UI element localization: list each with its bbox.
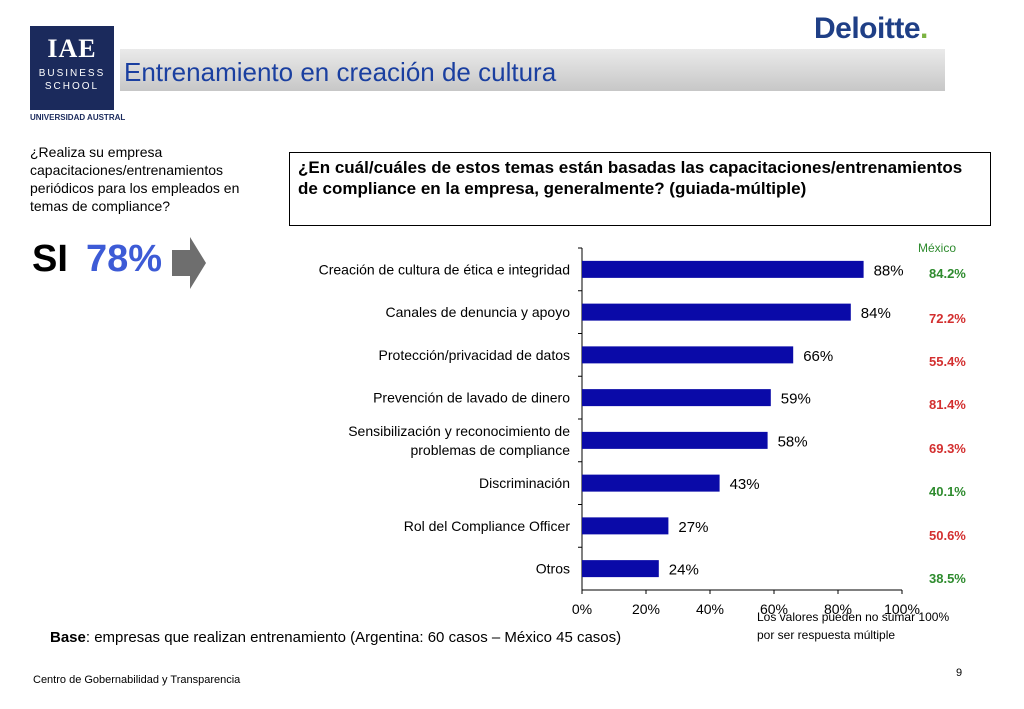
page-number: 9 — [956, 667, 963, 679]
data-label: 24% — [669, 562, 699, 579]
right-arrow-icon — [172, 237, 206, 289]
category-label: Prevención de lavado de dinero — [373, 390, 570, 406]
base-note: Base: empresas que realizan entrenamient… — [50, 629, 621, 646]
category-label-line: Creación de cultura de ética e integrida… — [319, 261, 570, 277]
answer-label: SI — [32, 238, 68, 280]
mexico-value: 69.3% — [929, 441, 966, 456]
category-label-line: Protección/privacidad de datos — [379, 347, 570, 363]
x-tick-label: 60% — [760, 601, 788, 617]
base-label: Base — [50, 629, 86, 646]
question-box: ¿En cuál/cuáles de estos temas están bas… — [289, 152, 991, 226]
bar — [582, 517, 669, 535]
mexico-value: 40.1% — [929, 484, 966, 499]
data-label: 43% — [730, 476, 760, 493]
logo-iae-school: SCHOOL — [44, 81, 100, 92]
deloitte-word: Deloitte — [814, 12, 921, 45]
mexico-value: 84.2% — [929, 266, 966, 281]
x-tick-label: 100% — [884, 601, 920, 617]
data-label: 84% — [861, 305, 891, 322]
mexico-value: 38.5% — [929, 571, 966, 586]
x-tick-label: 80% — [824, 601, 852, 617]
bar — [582, 389, 771, 407]
bar — [582, 346, 794, 364]
left-question: ¿Realiza su empresa capacitaciones/entre… — [30, 144, 240, 214]
category-label-line: Sensibilización y reconocimiento de — [348, 423, 570, 439]
category-label: Canales de denuncia y apoyo — [386, 304, 571, 320]
data-label: 27% — [678, 519, 708, 536]
mexico-header: México — [918, 241, 957, 255]
category-label: Discriminación — [479, 475, 570, 491]
category-label: Sensibilización y reconocimiento de probl… — [348, 423, 570, 458]
category-label: Protección/privacidad de datos — [379, 347, 570, 363]
footer: Centro de Gobernabilidad y Transparencia — [33, 674, 241, 686]
category-label: Creación de cultura de ética e integrida… — [319, 261, 570, 277]
logo-iae-word: IAE — [47, 34, 97, 63]
note-line-1: Los valores pueden no sumar 100% — [757, 610, 950, 624]
deloitte-dot: . — [920, 12, 928, 45]
deloitte-logo: Deloitte. — [814, 12, 928, 46]
note-line-2: por ser respuesta múltiple — [757, 628, 896, 642]
data-label: 88% — [874, 262, 904, 279]
bar — [582, 260, 864, 278]
data-label: 59% — [781, 391, 811, 408]
category-label-line: problemas de compliance — [410, 442, 570, 458]
slide-title: Entrenamiento en creación de cultura — [124, 57, 557, 87]
category-label-line: Otros — [536, 561, 570, 577]
data-label: 58% — [778, 433, 808, 450]
bar — [582, 303, 851, 321]
category-label-line: Prevención de lavado de dinero — [373, 390, 570, 406]
base-text: : empresas que realizan entrenamiento (A… — [85, 629, 622, 646]
logo-iae-business: BUSINESS — [38, 68, 106, 79]
mexico-value: 50.6% — [929, 528, 966, 543]
category-label-line: Discriminación — [479, 475, 570, 491]
iae-business-school-logo: IAE BUSINESS SCHOOL — [30, 26, 114, 110]
title-bar — [120, 49, 945, 91]
x-tick-label: 0% — [572, 601, 592, 617]
universidad-austral-logo: UNIVERSIDAD AUSTRAL — [30, 113, 126, 122]
category-label: Otros — [536, 561, 570, 577]
mexico-value: 55.4% — [929, 354, 966, 369]
x-tick-label: 20% — [632, 601, 660, 617]
bar — [582, 474, 720, 492]
bar — [582, 560, 659, 578]
category-label-line: Rol del Compliance Officer — [404, 518, 571, 534]
mexico-value: 81.4% — [929, 397, 966, 412]
category-label-line: Canales de denuncia y apoyo — [386, 304, 571, 320]
category-label: Rol del Compliance Officer — [404, 518, 571, 534]
answer-value: 78% — [86, 238, 163, 280]
note: Los valores pueden no sumar 100% por ser… — [757, 608, 949, 644]
mexico-value: 72.2% — [929, 311, 966, 326]
data-label: 66% — [803, 348, 833, 365]
bar — [582, 431, 768, 449]
x-tick-label: 40% — [696, 601, 724, 617]
